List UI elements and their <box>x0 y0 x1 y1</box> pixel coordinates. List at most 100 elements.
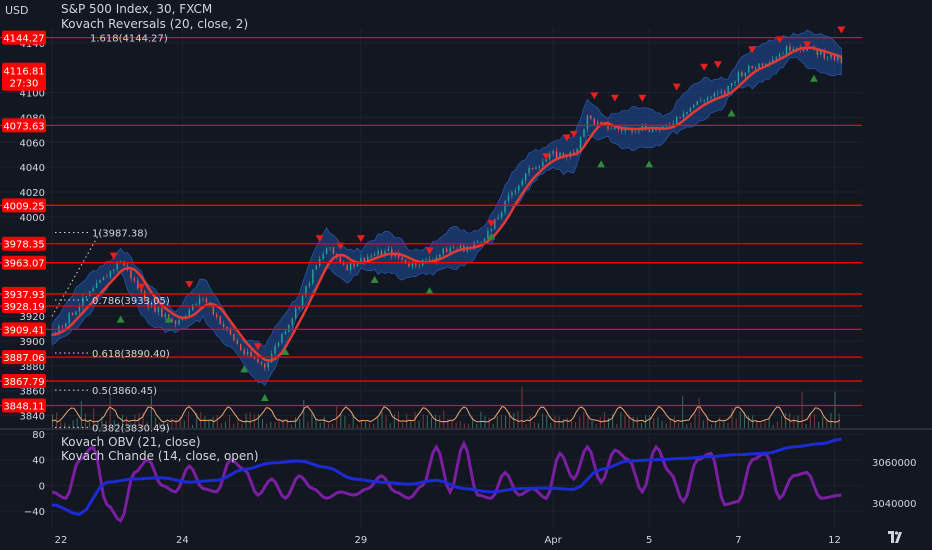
level-tag <box>2 350 46 365</box>
volume-bar <box>472 416 474 428</box>
volume-bar <box>418 420 420 428</box>
candle-body <box>693 105 695 108</box>
candle-body <box>236 340 239 345</box>
volume-bar <box>241 423 243 428</box>
volume-bar <box>579 416 581 428</box>
volume-bar <box>282 419 284 428</box>
volume-bar <box>636 417 638 428</box>
reversal-down-marker <box>185 281 194 289</box>
volume-bar <box>402 422 404 428</box>
candle-body <box>675 116 678 124</box>
price-tick-label: 4060 <box>20 138 45 149</box>
volume-bar <box>212 416 214 428</box>
volume-bar <box>175 418 177 428</box>
candle-body <box>823 51 825 58</box>
candle-body <box>597 121 599 125</box>
candle-body <box>51 334 53 336</box>
candle-body <box>689 107 692 112</box>
volume-bar <box>68 424 70 428</box>
candle-body <box>483 238 486 242</box>
candle-body <box>734 81 736 84</box>
time-tick-label: Apr <box>544 535 562 546</box>
volume-bar <box>525 424 527 428</box>
candle-body <box>71 312 74 315</box>
horizontal-levels[interactable] <box>0 36 862 407</box>
volume-bar <box>513 412 515 428</box>
level-tag-label: 4073.63 <box>3 121 44 132</box>
volume-bar <box>488 417 490 428</box>
volume-bar <box>142 412 144 428</box>
candle-body <box>250 351 252 357</box>
candle-body <box>651 127 654 132</box>
reversal-down-marker <box>336 242 345 250</box>
volume-histogram <box>51 386 841 428</box>
volume-bar <box>179 416 181 428</box>
reversal-down-marker <box>542 153 551 161</box>
candle-body <box>583 129 585 138</box>
volume-bar <box>311 412 313 428</box>
level-tag-label: 3887.06 <box>3 353 44 364</box>
level-tag <box>2 30 46 45</box>
reversal-down-marker <box>803 41 812 49</box>
reversal-up-marker <box>645 160 654 168</box>
candle-body <box>216 314 218 317</box>
reversal-down-marker <box>837 26 846 34</box>
volume-bar <box>599 416 601 428</box>
volume-bar <box>723 419 725 428</box>
candle-body <box>229 328 232 335</box>
volume-bar <box>150 395 152 428</box>
volume-bar <box>830 412 832 428</box>
volume-bar <box>109 396 111 428</box>
candle-body <box>356 263 359 267</box>
reversal-down-marker <box>638 94 647 102</box>
volume-bar <box>397 411 399 428</box>
candle-body <box>730 83 733 86</box>
candle-body <box>439 254 441 258</box>
reversal-down-marker <box>562 134 571 142</box>
volume-bar <box>673 416 675 428</box>
candle-body <box>346 264 348 271</box>
candle-body <box>789 46 791 51</box>
candle-body <box>298 307 300 309</box>
reversal-up-marker <box>809 74 818 82</box>
fib-levels: 1.618(4144.27) 1(3987.38) 0.786(3933.05) 0.… <box>51 34 170 434</box>
volume-bar <box>632 416 634 428</box>
volume-bar <box>743 412 745 428</box>
candle-body <box>123 261 125 266</box>
candle-body <box>524 173 527 181</box>
candle-body <box>233 334 235 341</box>
candle-body <box>833 54 836 61</box>
candle-body <box>78 306 81 312</box>
indicator-title: Kovach Reversals (20, close, 2) <box>61 17 249 31</box>
volume-bar <box>793 416 795 428</box>
reversal-down-marker <box>610 94 619 102</box>
candle-body <box>106 276 108 278</box>
volume-bar <box>435 414 437 428</box>
candle-body <box>240 344 242 350</box>
volume-bar <box>270 421 272 428</box>
candle-body <box>411 262 414 267</box>
reversal-down-marker <box>672 83 681 91</box>
candle-body <box>521 180 523 186</box>
volume-bar <box>715 421 717 428</box>
reversal-up-marker <box>727 109 736 117</box>
candle-body <box>487 230 489 239</box>
reversal-band <box>51 29 842 386</box>
candle-body <box>830 54 832 58</box>
volume-bar <box>340 414 342 428</box>
volume-bar <box>731 407 733 428</box>
volume-bar <box>84 413 86 428</box>
candle-body <box>65 323 67 327</box>
volume-bar <box>220 423 222 428</box>
candle-body <box>456 247 458 249</box>
volume-bar <box>776 421 778 428</box>
volume-bar <box>64 423 66 428</box>
volume-bar <box>80 401 82 428</box>
price-tick-label: 4000 <box>20 213 45 224</box>
level-tag-label: 4009.25 <box>3 201 44 212</box>
candle-body <box>682 113 685 118</box>
volume-bar <box>575 422 577 428</box>
volume-bar <box>785 413 787 428</box>
volume-bar <box>426 415 428 428</box>
